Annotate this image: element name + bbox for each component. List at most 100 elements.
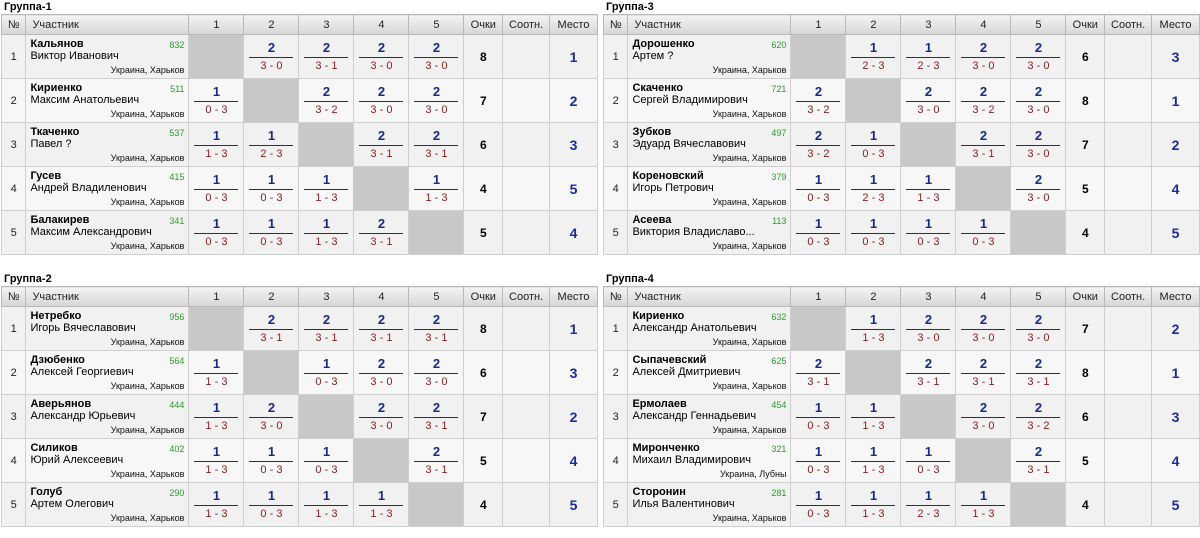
header-points[interactable]: Очки xyxy=(463,14,504,35)
player-cell[interactable]: Асеева 113 Виктория Владиславо... Украина, … xyxy=(627,210,792,255)
table-row[interactable]: 1 Кириенко 632 Александр Анатольевич Украина… xyxy=(602,306,1200,351)
match-result-cell[interactable]: 1 0 - 3 xyxy=(900,210,957,255)
match-result-cell[interactable]: 2 3 - 0 xyxy=(1010,34,1067,79)
table-row[interactable]: 1 Дорошенко 620 Артем ? Украина, Харьков 1 2 -… xyxy=(602,34,1200,79)
match-result-cell[interactable]: 2 3 - 0 xyxy=(900,306,957,351)
player-surname[interactable]: Кореновский xyxy=(632,170,704,182)
match-result-cell[interactable]: 1 0 - 3 xyxy=(790,210,847,255)
match-result-cell[interactable]: 1 1 - 3 xyxy=(188,438,245,483)
header-opponent-col[interactable]: 4 xyxy=(955,286,1012,307)
table-row[interactable]: 5 Балакирев 341 Максим Александрович Украина… xyxy=(0,210,598,255)
match-result-cell[interactable]: 2 3 - 1 xyxy=(353,306,410,351)
match-result-cell[interactable]: 2 3 - 0 xyxy=(408,350,465,395)
header-opponent-col[interactable]: 5 xyxy=(408,286,465,307)
header-num[interactable]: № xyxy=(602,14,629,35)
header-opponent-col[interactable]: 5 xyxy=(408,14,465,35)
player-surname[interactable]: Ткаченко xyxy=(30,126,80,138)
table-row[interactable]: 3 Аверьянов 444 Александр Юрьевич Украина, Х… xyxy=(0,394,598,439)
header-opponent-col[interactable]: 4 xyxy=(955,14,1012,35)
player-surname[interactable]: Нетребко xyxy=(30,310,82,322)
header-opponent-col[interactable]: 5 xyxy=(1010,14,1067,35)
table-row[interactable]: 1 Кальянов 832 Виктор Иванович Украина, Харь… xyxy=(0,34,598,79)
player-cell[interactable]: Балакирев 341 Максим Александрович Украина,… xyxy=(25,210,190,255)
header-participant[interactable]: Участник xyxy=(627,14,792,35)
match-result-cell[interactable]: 1 2 - 3 xyxy=(900,482,957,527)
match-result-cell[interactable]: 2 3 - 1 xyxy=(408,394,465,439)
table-row[interactable]: 2 Дзюбенко 564 Алексей Георгиевич Украина, Х… xyxy=(0,350,598,395)
match-result-cell[interactable]: 2 3 - 0 xyxy=(1010,78,1067,123)
table-row[interactable]: 5 Голуб 290 Артем Олегович Украина, Харьков 1… xyxy=(0,482,598,527)
match-result-cell[interactable]: 2 3 - 1 xyxy=(790,350,847,395)
match-result-cell[interactable]: 1 1 - 3 xyxy=(845,306,902,351)
header-ratio[interactable]: Соотн. xyxy=(502,286,550,307)
player-surname[interactable]: Кальянов xyxy=(30,38,84,50)
player-cell[interactable]: Ткаченко 537 Павел ? Украина, Харьков xyxy=(25,122,190,167)
header-opponent-col[interactable]: 4 xyxy=(353,14,410,35)
header-opponent-col[interactable]: 5 xyxy=(1010,286,1067,307)
match-result-cell[interactable]: 1 1 - 3 xyxy=(298,210,355,255)
table-row[interactable]: 3 Ткаченко 537 Павел ? Украина, Харьков 1 1 - … xyxy=(0,122,598,167)
player-cell[interactable]: Скаченко 721 Сергей Владимирович Украина, Х… xyxy=(627,78,792,123)
match-result-cell[interactable]: 2 3 - 1 xyxy=(408,122,465,167)
player-surname[interactable]: Скаченко xyxy=(632,82,683,94)
match-result-cell[interactable]: 1 0 - 3 xyxy=(845,210,902,255)
header-opponent-col[interactable]: 2 xyxy=(243,286,300,307)
header-place[interactable]: Место xyxy=(549,14,598,35)
match-result-cell[interactable]: 2 3 - 2 xyxy=(298,78,355,123)
match-result-cell[interactable]: 2 3 - 0 xyxy=(1010,166,1067,211)
match-result-cell[interactable]: 2 3 - 2 xyxy=(955,78,1012,123)
match-result-cell[interactable]: 1 0 - 3 xyxy=(298,438,355,483)
table-row[interactable]: 5 Сторонин 281 Илья Валентинович Украина, Ха… xyxy=(602,482,1200,527)
table-row[interactable]: 3 Зубков 497 Эдуард Вячеславович Украина, Ха… xyxy=(602,122,1200,167)
match-result-cell[interactable]: 1 0 - 3 xyxy=(243,210,300,255)
player-surname[interactable]: Миронченко xyxy=(632,442,700,454)
match-result-cell[interactable]: 1 2 - 3 xyxy=(243,122,300,167)
player-surname[interactable]: Сторонин xyxy=(632,486,686,498)
match-result-cell[interactable]: 1 1 - 3 xyxy=(188,122,245,167)
table-row[interactable]: 4 Кореновский 379 Игорь Петрович Украина, Ха… xyxy=(602,166,1200,211)
match-result-cell[interactable]: 2 3 - 0 xyxy=(1010,306,1067,351)
match-result-cell[interactable]: 2 3 - 0 xyxy=(955,34,1012,79)
player-surname[interactable]: Дорошенко xyxy=(632,38,695,50)
match-result-cell[interactable]: 2 3 - 1 xyxy=(353,210,410,255)
match-result-cell[interactable]: 2 3 - 0 xyxy=(408,78,465,123)
match-result-cell[interactable]: 1 2 - 3 xyxy=(900,34,957,79)
match-result-cell[interactable]: 1 1 - 3 xyxy=(900,166,957,211)
header-ratio[interactable]: Соотн. xyxy=(1104,286,1152,307)
table-row[interactable]: 3 Ермолаев 454 Александр Геннадьевич Украина… xyxy=(602,394,1200,439)
match-result-cell[interactable]: 1 1 - 3 xyxy=(408,166,465,211)
match-result-cell[interactable]: 1 1 - 3 xyxy=(353,482,410,527)
player-cell[interactable]: Кореновский 379 Игорь Петрович Украина, Хар… xyxy=(627,166,792,211)
player-cell[interactable]: Дзюбенко 564 Алексей Георгиевич Украина, Ха… xyxy=(25,350,190,395)
header-participant[interactable]: Участник xyxy=(627,286,792,307)
match-result-cell[interactable]: 1 0 - 3 xyxy=(188,210,245,255)
header-opponent-col[interactable]: 1 xyxy=(790,286,847,307)
match-result-cell[interactable]: 1 2 - 3 xyxy=(845,34,902,79)
match-result-cell[interactable]: 2 3 - 1 xyxy=(408,438,465,483)
header-ratio[interactable]: Соотн. xyxy=(1104,14,1152,35)
match-result-cell[interactable]: 1 0 - 3 xyxy=(790,438,847,483)
header-opponent-col[interactable]: 2 xyxy=(845,286,902,307)
player-surname[interactable]: Аверьянов xyxy=(30,398,92,410)
header-points[interactable]: Очки xyxy=(1065,14,1106,35)
match-result-cell[interactable]: 1 0 - 3 xyxy=(243,482,300,527)
match-result-cell[interactable]: 2 3 - 1 xyxy=(353,122,410,167)
table-row[interactable]: 5 Асеева 113 Виктория Владиславо... Украина,… xyxy=(602,210,1200,255)
table-row[interactable]: 2 Сыпачевский 625 Алексей Дмитриевич Украина… xyxy=(602,350,1200,395)
match-result-cell[interactable]: 1 2 - 3 xyxy=(845,166,902,211)
match-result-cell[interactable]: 2 3 - 1 xyxy=(408,306,465,351)
match-result-cell[interactable]: 1 0 - 3 xyxy=(243,438,300,483)
match-result-cell[interactable]: 1 0 - 3 xyxy=(188,166,245,211)
player-surname[interactable]: Балакирев xyxy=(30,214,90,226)
player-cell[interactable]: Голуб 290 Артем Олегович Украина, Харьков xyxy=(25,482,190,527)
header-opponent-col[interactable]: 1 xyxy=(790,14,847,35)
player-surname[interactable]: Кириенко xyxy=(30,82,83,94)
match-result-cell[interactable]: 2 3 - 1 xyxy=(243,306,300,351)
match-result-cell[interactable]: 1 0 - 3 xyxy=(298,350,355,395)
match-result-cell[interactable]: 2 3 - 0 xyxy=(353,34,410,79)
player-surname[interactable]: Кириенко xyxy=(632,310,685,322)
match-result-cell[interactable]: 1 1 - 3 xyxy=(188,394,245,439)
player-cell[interactable]: Зубков 497 Эдуард Вячеславович Украина, Хар… xyxy=(627,122,792,167)
match-result-cell[interactable]: 1 1 - 3 xyxy=(845,394,902,439)
match-result-cell[interactable]: 2 3 - 1 xyxy=(955,122,1012,167)
